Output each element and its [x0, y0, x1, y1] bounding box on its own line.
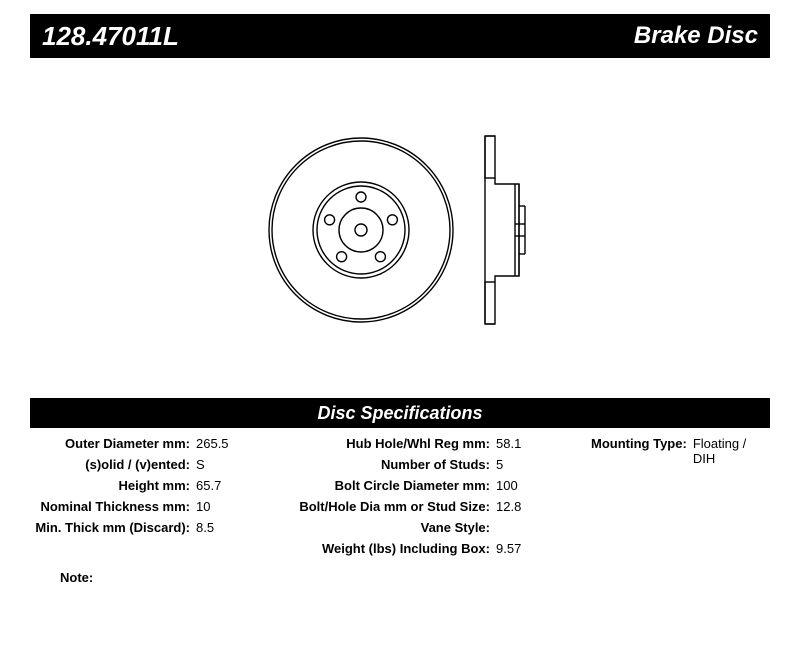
spec-row: Mounting Type:Floating / DIH	[580, 436, 770, 466]
spec-row: Number of Studs: 5	[280, 457, 580, 472]
spec-label: Hub Hole/Whl Reg mm:	[280, 436, 490, 451]
spec-value: 65.7	[196, 478, 221, 493]
spec-label: Number of Studs:	[280, 457, 490, 472]
spec-row: Hub Hole/Whl Reg mm: 58.1	[280, 436, 580, 451]
spec-row: Vane Style:	[280, 520, 580, 535]
spec-label: Height mm:	[30, 478, 190, 493]
spec-row: Outer Diameter mm: 265.5	[30, 436, 280, 451]
spec-label: Min. Thick mm (Discard):	[30, 520, 190, 535]
spec-row: Min. Thick mm (Discard): 8.5	[30, 520, 280, 535]
spec-label: (s)olid / (v)ented:	[30, 457, 190, 472]
rotor-front-view	[261, 130, 461, 330]
spec-row: Nominal Thickness mm: 10	[30, 499, 280, 514]
spec-label: Mounting Type:	[580, 436, 687, 466]
spec-label: Vane Style:	[280, 520, 490, 535]
spec-row: Weight (lbs) Including Box: 9.57	[280, 541, 580, 556]
spec-label: Weight (lbs) Including Box:	[280, 541, 490, 556]
spec-value: Floating / DIH	[693, 436, 770, 466]
spec-value: 8.5	[196, 520, 214, 535]
spec-column-2: Hub Hole/Whl Reg mm: 58.1 Number of Studs:…	[280, 436, 580, 556]
spec-label: Nominal Thickness mm:	[30, 499, 190, 514]
spec-value: 9.57	[496, 541, 521, 556]
spec-value: S	[196, 457, 205, 472]
diagram-area	[0, 80, 800, 380]
product-type: Brake Disc	[634, 22, 758, 50]
spec-row: Bolt/Hole Dia mm or Stud Size: 12.8	[280, 499, 580, 514]
part-number: 128.47011L	[42, 21, 179, 52]
spec-title-bar: Disc Specifications	[30, 398, 770, 428]
spec-columns: Outer Diameter mm: 265.5 (s)olid / (v)ente…	[30, 436, 770, 556]
rotor-side-view	[479, 130, 539, 330]
spec-row: (s)olid / (v)ented: S	[30, 457, 280, 472]
spec-value: 5	[496, 457, 503, 472]
spec-value: 10	[196, 499, 210, 514]
spec-label: Bolt Circle Diameter mm:	[280, 478, 490, 493]
spec-value: 100	[496, 478, 518, 493]
spec-row: Bolt Circle Diameter mm: 100	[280, 478, 580, 493]
note-label: Note:	[60, 570, 93, 585]
spec-value: 12.8	[496, 499, 521, 514]
spec-row: Height mm: 65.7	[30, 478, 280, 493]
spec-column-3: Mounting Type:Floating / DIH	[580, 436, 770, 556]
spec-section-title: Disc Specifications	[317, 403, 482, 424]
spec-column-1: Outer Diameter mm: 265.5 (s)olid / (v)ente…	[30, 436, 280, 556]
spec-value: 58.1	[496, 436, 521, 451]
header-bar: 128.47011L Brake Disc	[30, 14, 770, 58]
spec-label: Outer Diameter mm:	[30, 436, 190, 451]
spec-value: 265.5	[196, 436, 229, 451]
spec-label: Bolt/Hole Dia mm or Stud Size:	[280, 499, 490, 514]
